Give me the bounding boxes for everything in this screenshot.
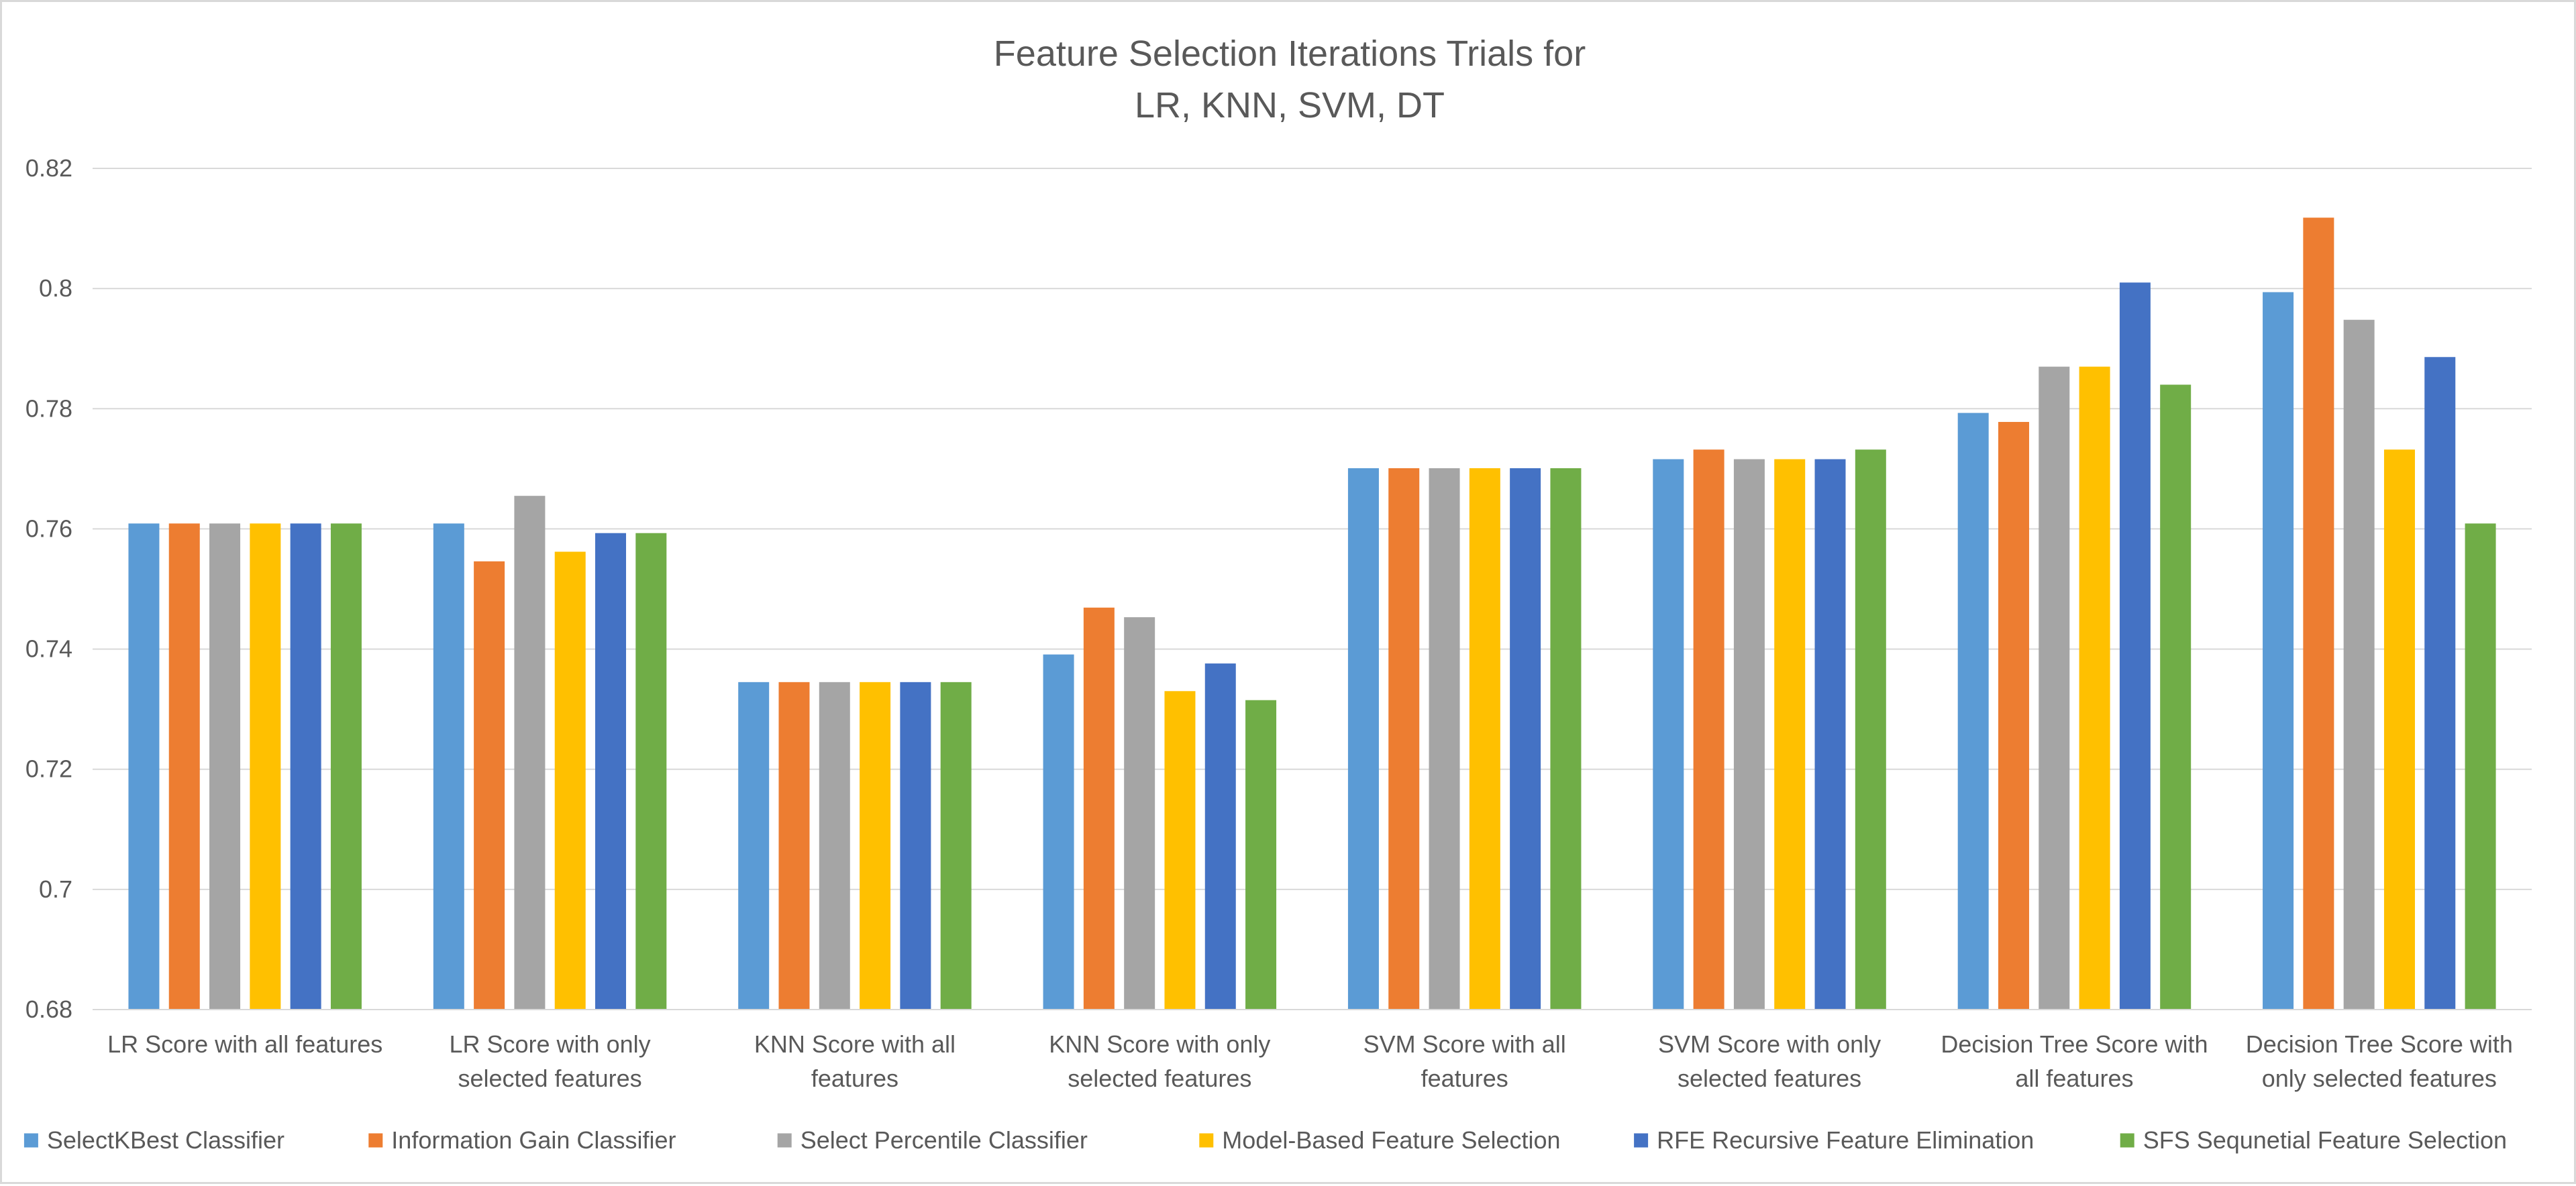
bar	[1774, 459, 1806, 1010]
bar	[635, 533, 667, 1010]
legend-swatch	[1199, 1133, 1214, 1148]
bar	[433, 523, 464, 1010]
x-category-label: SVM Score with only	[1658, 1030, 1881, 1058]
legend-swatch	[368, 1133, 383, 1148]
legend: SelectKBest Classifier Information Gain C…	[23, 1126, 2507, 1154]
bar	[209, 523, 241, 1010]
bar	[1083, 607, 1115, 1010]
x-category-label: KNN Score with only	[1049, 1030, 1270, 1058]
bar	[2263, 292, 2294, 1010]
legend-label: SelectKBest Classifier	[47, 1126, 285, 1154]
y-tick-label: 0.8	[39, 274, 72, 302]
y-tick-label: 0.72	[25, 755, 72, 783]
x-category-label: selected features	[1678, 1065, 1861, 1092]
bar	[1510, 468, 1541, 1010]
bar	[1733, 459, 1765, 1010]
legend-label: Information Gain Classifier	[391, 1126, 676, 1154]
bar	[2424, 357, 2456, 1010]
legend-swatch	[23, 1133, 38, 1148]
x-category-label: Decision Tree Score with	[2246, 1030, 2513, 1058]
bar	[250, 523, 281, 1010]
legend-label: Select Percentile Classifier	[801, 1126, 1088, 1154]
legend-label: SFS Sequnetial Feature Selection	[2143, 1126, 2507, 1154]
x-axis-category-labels: LR Score with all features LR Score with …	[107, 1030, 2513, 1092]
x-category-label: selected features	[1068, 1065, 1251, 1092]
bar	[2303, 217, 2334, 1010]
x-category-label: LR Score with only	[449, 1030, 650, 1058]
y-tick-label: 0.78	[25, 394, 72, 422]
legend-item: SelectKBest Classifier	[23, 1126, 285, 1154]
bars	[128, 217, 2496, 1010]
bar	[1043, 654, 1074, 1010]
legend-swatch	[777, 1133, 792, 1148]
bar	[1164, 691, 1196, 1010]
y-tick-label: 0.74	[25, 635, 72, 663]
chart-title: Feature Selection Iterations Trials for …	[994, 34, 1586, 125]
bar	[1469, 468, 1500, 1010]
bar	[1693, 449, 1724, 1010]
bar	[1245, 700, 1277, 1010]
legend-item: Information Gain Classifier	[368, 1126, 676, 1154]
bar	[900, 682, 931, 1010]
bar	[738, 682, 770, 1010]
chart-title-line-1: Feature Selection Iterations Trials for	[994, 34, 1586, 74]
bar	[860, 682, 891, 1010]
bar	[2079, 366, 2110, 1010]
bar	[1204, 663, 1236, 1010]
x-category-label: only selected features	[2262, 1065, 2497, 1092]
y-tick-label: 0.82	[25, 154, 72, 182]
bar	[1429, 468, 1460, 1010]
bar	[595, 533, 627, 1010]
bar	[1998, 421, 2029, 1010]
bar	[1388, 468, 1420, 1010]
legend-item: SFS Sequnetial Feature Selection	[2120, 1126, 2507, 1154]
y-tick-label: 0.68	[25, 995, 72, 1023]
bar	[1855, 449, 1886, 1010]
legend-item: RFE Recursive Feature Elimination	[1634, 1126, 2034, 1154]
bar	[819, 682, 850, 1010]
bar	[474, 561, 505, 1010]
x-category-label: features	[1421, 1065, 1508, 1092]
bar	[1814, 459, 1846, 1010]
bar	[128, 523, 160, 1010]
x-category-label: all features	[2015, 1065, 2133, 1092]
bar	[2160, 384, 2192, 1010]
y-tick-label: 0.7	[39, 875, 72, 903]
bar	[330, 523, 362, 1010]
chart-title-line-2: LR, KNN, SVM, DT	[1135, 85, 1445, 125]
bar	[2039, 366, 2070, 1010]
x-category-label: LR Score with all features	[107, 1030, 382, 1058]
bar	[514, 496, 546, 1010]
legend-item: Model-Based Feature Selection	[1199, 1126, 1561, 1154]
x-category-label: Decision Tree Score with	[1941, 1030, 2208, 1058]
legend-item: Select Percentile Classifier	[777, 1126, 1088, 1154]
bar	[2383, 449, 2415, 1010]
legend-swatch	[2120, 1133, 2134, 1148]
bar	[554, 551, 586, 1010]
legend-label: Model-Based Feature Selection	[1222, 1126, 1560, 1154]
bar	[1957, 413, 1989, 1010]
bar	[168, 523, 200, 1010]
x-category-label: features	[811, 1065, 898, 1092]
y-tick-label: 0.76	[25, 515, 72, 542]
legend-swatch	[1634, 1133, 1649, 1148]
x-category-label: selected features	[458, 1065, 641, 1092]
bar	[2343, 319, 2375, 1010]
x-category-label: SVM Score with all	[1363, 1030, 1566, 1058]
x-category-label: KNN Score with all	[754, 1030, 956, 1058]
bar	[2465, 523, 2496, 1010]
y-axis-tick-labels: 0.82 0.8 0.78 0.76 0.74 0.72 0.7 0.68	[25, 154, 72, 1023]
bar	[1347, 468, 1379, 1010]
bar	[940, 682, 972, 1010]
bar	[290, 523, 321, 1010]
bar	[778, 682, 810, 1010]
bar	[1124, 617, 1155, 1010]
bar	[2119, 282, 2151, 1010]
bar	[1550, 468, 1582, 1010]
legend-label: RFE Recursive Feature Elimination	[1657, 1126, 2034, 1154]
bar	[1653, 459, 1684, 1010]
